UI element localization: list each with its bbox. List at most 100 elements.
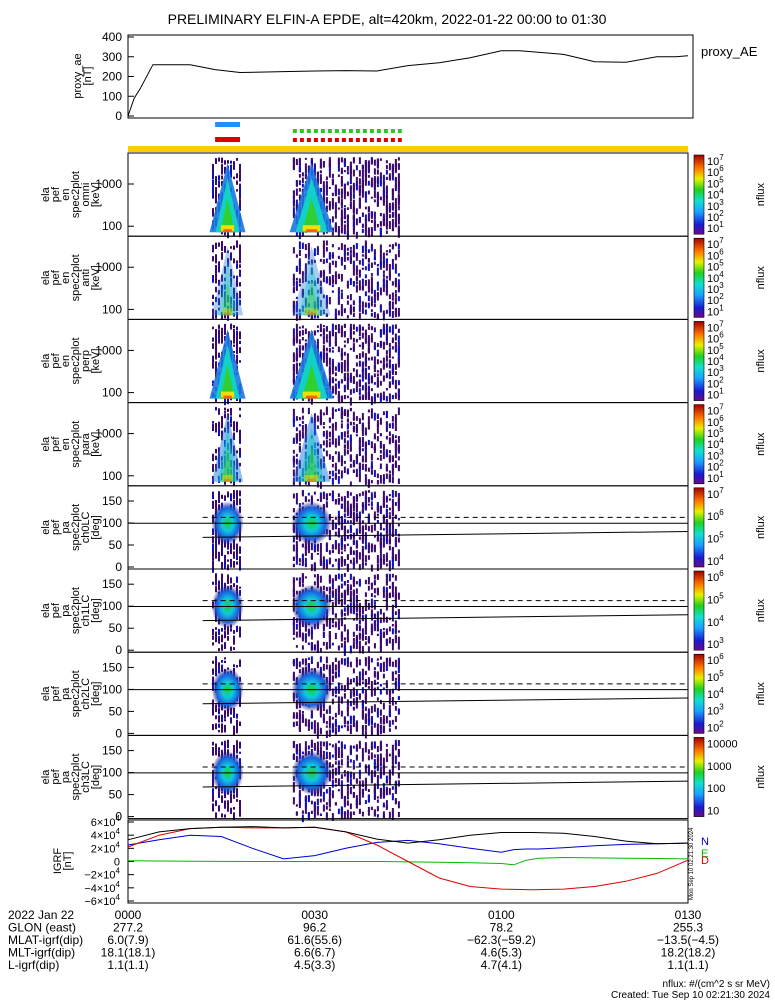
spectrogram-cell — [325, 812, 328, 818]
spectrogram-cell — [310, 626, 313, 634]
spectrogram-cell — [230, 493, 232, 502]
spectrogram-cell — [397, 279, 400, 288]
spectrogram-cell — [304, 576, 307, 579]
spectrogram-cell — [370, 609, 373, 617]
spectrogram-cell — [385, 223, 388, 230]
spectrogram-cell — [295, 416, 298, 421]
spectrogram-cell — [340, 470, 343, 477]
spectrogram-cell — [352, 562, 355, 570]
spectrogram-cell — [221, 741, 223, 746]
colorbar-tick-exponent: 5 — [719, 175, 724, 184]
spectrogram-cell — [301, 576, 304, 582]
spectrogram-cell — [218, 354, 220, 358]
spectrogram-cell — [352, 425, 355, 430]
spectrogram-cell — [325, 258, 328, 263]
spectrogram-cell — [319, 559, 322, 565]
spectrogram-cell — [236, 421, 238, 427]
spectrogram-cell — [358, 467, 361, 476]
spectrogram-cell — [331, 725, 334, 732]
spectrogram-cell — [322, 309, 325, 312]
spectrogram-cell — [343, 224, 346, 232]
spectrogram-cell — [343, 207, 346, 214]
spectrogram-cell — [295, 476, 298, 482]
spectrogram-cell — [298, 362, 301, 367]
spectrogram-cell — [212, 380, 214, 384]
colorbar-tick-label: 102 — [707, 719, 724, 734]
spectrogram-cell — [358, 564, 361, 570]
spectrogram-cell — [212, 532, 214, 536]
spectrogram-cell — [361, 668, 364, 676]
spectrogram-cell — [373, 249, 376, 254]
spectrogram-cell — [236, 460, 238, 465]
spectrogram-cell — [349, 407, 352, 410]
spectrogram-cell — [361, 502, 364, 508]
spectrogram-cell — [310, 312, 313, 320]
spectrogram-cell — [227, 800, 229, 805]
spectrogram-cell — [340, 634, 343, 639]
spectrogram-cell — [394, 629, 397, 632]
spectrogram-cell — [328, 432, 331, 438]
spectrogram-cell — [334, 421, 337, 425]
spectrogram-cell — [343, 324, 346, 329]
spectrogram-cell — [337, 328, 340, 334]
spectrogram-cell — [218, 667, 220, 674]
spectrogram-cell — [227, 305, 229, 314]
spec-panel-y-label-line: ela — [40, 270, 52, 286]
spectrogram-cell — [304, 546, 307, 554]
spectrogram-cell — [212, 308, 214, 313]
spectrogram-cell — [388, 697, 391, 705]
spectrogram-cell — [221, 422, 223, 427]
spectrogram-cell — [292, 373, 295, 378]
spectrogram-cell — [218, 424, 220, 429]
spectrogram-cell — [292, 589, 295, 598]
spectrogram-cell — [298, 283, 301, 287]
spectrogram-cell — [346, 362, 349, 366]
spectrogram-cell — [355, 555, 358, 562]
spectrogram-cell — [292, 354, 295, 363]
spectrogram-cell — [391, 281, 394, 286]
spectrogram-cell — [301, 715, 304, 723]
spectrogram-cell — [391, 510, 394, 517]
spectrogram-cell — [292, 617, 295, 626]
spectrogram-cell — [343, 340, 346, 343]
spectrogram-cell — [218, 307, 220, 311]
spectrogram-cell — [382, 528, 385, 531]
spectrogram-cell — [212, 169, 214, 173]
spectrogram-cell — [355, 606, 358, 611]
spectrogram-cell — [367, 646, 370, 652]
spectrogram-cell — [322, 245, 325, 248]
spectrogram-cell — [343, 448, 346, 456]
spectrogram-cell — [361, 563, 364, 570]
spectrogram-cell — [394, 207, 397, 212]
spectrogram-cell — [221, 494, 223, 499]
spectrogram-cell — [319, 458, 322, 465]
spectrogram-cell — [385, 715, 388, 720]
spectrogram-cell — [298, 270, 301, 275]
spectrogram-cell — [364, 229, 367, 236]
spectrogram-cell — [391, 213, 394, 218]
spectrogram-cell — [212, 637, 214, 640]
spectrogram-cell — [313, 413, 316, 421]
spectrogram-cell — [385, 657, 388, 666]
spectrogram-cell — [301, 415, 304, 420]
spectrogram-cell — [331, 549, 334, 553]
spectrogram-cell — [352, 541, 355, 545]
spectrogram-cell — [397, 285, 400, 291]
spectrogram-cell — [334, 632, 337, 640]
spectrogram-cell — [212, 500, 214, 507]
spectrogram-cell — [343, 186, 346, 191]
spectrogram-cell — [385, 250, 388, 253]
spectrogram-cell — [334, 613, 337, 618]
spectrogram-cell — [364, 448, 367, 455]
spectrogram-cell — [218, 242, 220, 247]
spectrogram-cell — [364, 274, 367, 279]
spectrogram-cell — [224, 719, 226, 722]
spectrogram-cell — [304, 163, 307, 166]
spectrogram-cell — [379, 558, 382, 563]
spec-panel-y-label-line: pef — [50, 186, 62, 202]
spectrogram-cell — [212, 326, 214, 330]
spectrogram-cell — [334, 462, 337, 469]
spectrogram-cell — [218, 290, 220, 295]
spectrogram-cell — [391, 171, 394, 177]
spectrogram-cell — [295, 328, 298, 337]
